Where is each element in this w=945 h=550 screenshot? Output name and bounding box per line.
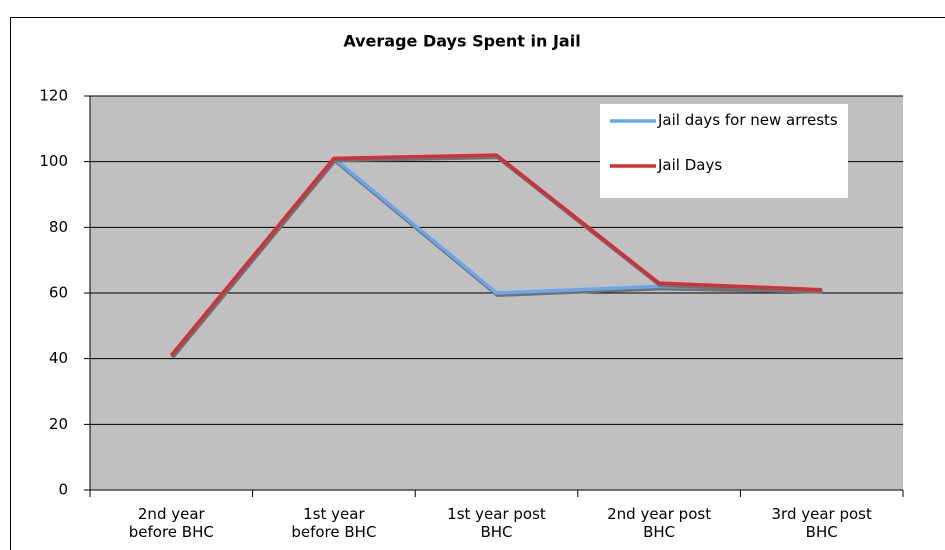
y-tick-label: 20 — [49, 415, 68, 433]
x-tick-label: 1st year before BHC — [291, 505, 377, 541]
y-tick-label: 120 — [39, 87, 68, 105]
x-tick-label: 3rd year post BHC — [771, 505, 872, 541]
y-tick-label: 40 — [49, 349, 68, 367]
legend-label: Jail Days — [658, 156, 723, 174]
y-tick-label: 100 — [39, 152, 68, 170]
series-line — [169, 153, 822, 357]
chart-title: Average Days Spent in Jail — [343, 32, 580, 51]
y-tick-label: 60 — [49, 284, 68, 302]
legend-label: Jail days for new arrests — [658, 111, 838, 129]
y-tick-label: 0 — [58, 481, 68, 499]
y-tick-label: 80 — [49, 218, 68, 236]
x-tick-label: 2nd year before BHC — [128, 505, 214, 541]
x-tick-label: 2nd year post BHC — [607, 505, 712, 541]
x-tick-label: 1st year post BHC — [447, 505, 546, 541]
